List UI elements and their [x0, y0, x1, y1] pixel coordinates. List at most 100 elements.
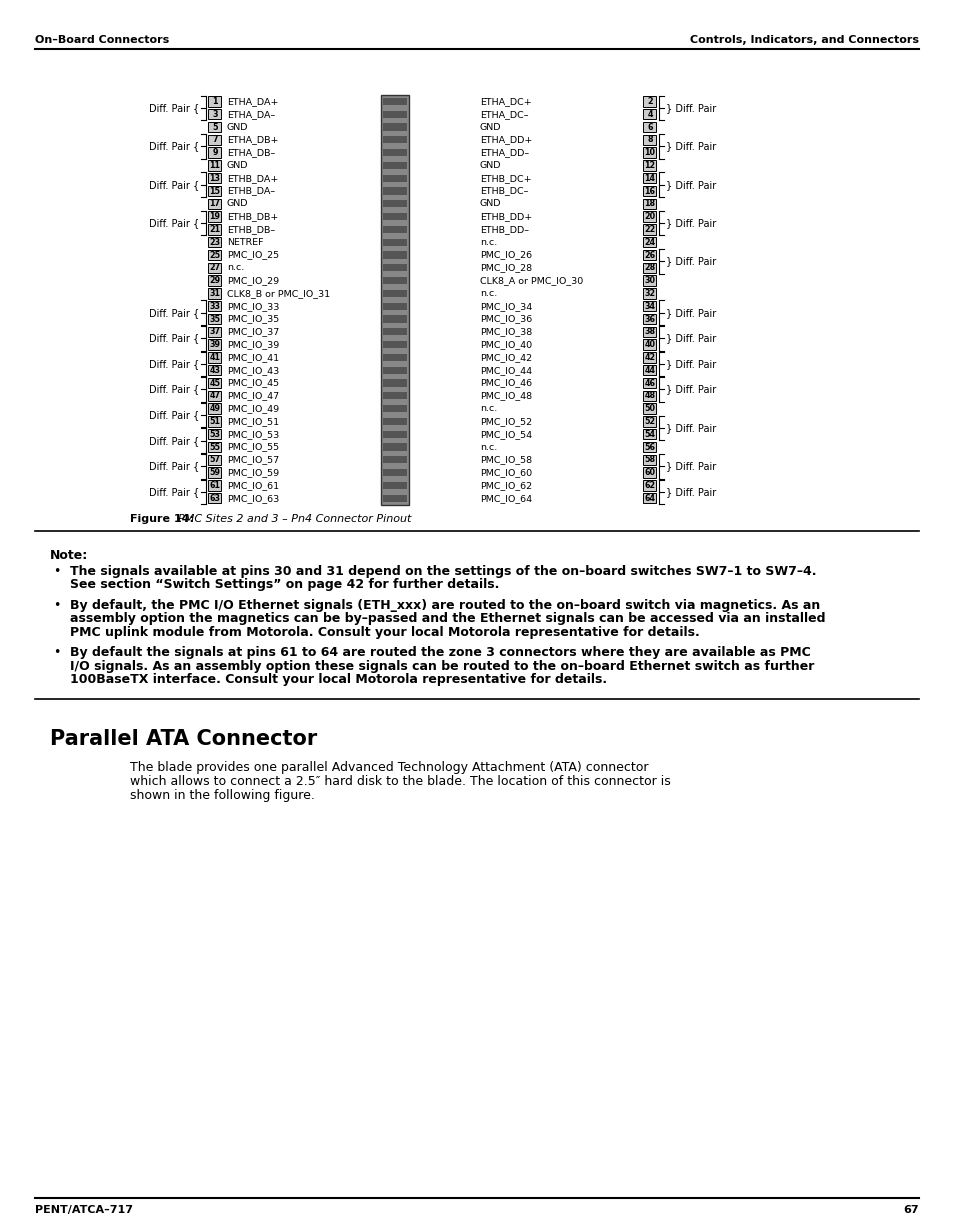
Text: 42: 42 — [644, 352, 655, 362]
Bar — [643, 262, 656, 274]
Bar — [643, 212, 656, 222]
Text: GND: GND — [227, 122, 248, 132]
Text: 100BaseTX interface. Consult your local Motorola representative for details.: 100BaseTX interface. Consult your local … — [70, 673, 606, 686]
Bar — [643, 288, 656, 298]
Text: ETHA_DC–: ETHA_DC– — [479, 110, 528, 118]
Text: ETHB_DA+: ETHB_DA+ — [227, 174, 278, 182]
Bar — [209, 96, 221, 107]
Text: PMC_IO_34: PMC_IO_34 — [479, 302, 532, 310]
Text: ETHA_DA–: ETHA_DA– — [227, 110, 275, 118]
Bar — [643, 378, 656, 388]
Bar — [209, 224, 221, 234]
Text: } Diff. Pair: } Diff. Pair — [665, 142, 716, 152]
Text: 28: 28 — [643, 264, 655, 272]
Text: 10: 10 — [644, 148, 655, 158]
Text: PMC_IO_60: PMC_IO_60 — [479, 468, 532, 477]
Text: n.c.: n.c. — [479, 288, 497, 298]
Bar — [643, 148, 656, 158]
Bar — [643, 403, 656, 414]
Bar — [209, 198, 221, 209]
Text: CLK8_B or PMC_IO_31: CLK8_B or PMC_IO_31 — [227, 288, 330, 298]
Text: } Diff. Pair: } Diff. Pair — [665, 180, 716, 190]
Bar — [209, 416, 221, 426]
Text: 5: 5 — [212, 122, 217, 132]
Text: ETHB_DC+: ETHB_DC+ — [479, 174, 531, 182]
Bar — [643, 224, 656, 234]
Bar — [382, 201, 407, 207]
Text: } Diff. Pair: } Diff. Pair — [665, 359, 716, 368]
Bar — [382, 277, 407, 285]
Text: PMC_IO_55: PMC_IO_55 — [227, 442, 279, 451]
Text: ETHA_DD+: ETHA_DD+ — [479, 136, 532, 144]
Bar — [382, 161, 407, 169]
Text: ETHB_DB+: ETHB_DB+ — [227, 212, 278, 221]
Text: Diff. Pair {: Diff. Pair { — [149, 142, 199, 152]
Text: PMC_IO_52: PMC_IO_52 — [479, 416, 532, 426]
Text: 35: 35 — [210, 314, 220, 324]
Bar — [382, 265, 407, 271]
Text: PMC_IO_46: PMC_IO_46 — [479, 378, 532, 388]
Text: shown in the following figure.: shown in the following figure. — [130, 788, 314, 802]
Bar — [643, 122, 656, 132]
Bar — [643, 301, 656, 312]
Text: } Diff. Pair: } Diff. Pair — [665, 256, 716, 266]
Bar — [209, 455, 221, 464]
Bar — [209, 467, 221, 478]
Text: 50: 50 — [644, 404, 655, 413]
Bar — [382, 290, 407, 297]
Bar — [382, 187, 407, 195]
Bar — [209, 237, 221, 248]
Text: PMC_IO_61: PMC_IO_61 — [227, 480, 279, 490]
Text: 53: 53 — [210, 430, 220, 439]
Bar — [382, 303, 407, 309]
Text: 64: 64 — [644, 494, 655, 503]
Text: The blade provides one parallel Advanced Technology Attachment (ATA) connector: The blade provides one parallel Advanced… — [130, 760, 648, 774]
Bar — [382, 123, 407, 131]
Text: } Diff. Pair: } Diff. Pair — [665, 384, 716, 394]
Bar — [382, 495, 407, 501]
Text: PMC_IO_62: PMC_IO_62 — [479, 480, 532, 490]
Bar — [382, 341, 407, 349]
Text: PMC_IO_28: PMC_IO_28 — [479, 264, 532, 272]
Text: ETHB_DD–: ETHB_DD– — [479, 225, 529, 234]
Text: n.c.: n.c. — [479, 442, 497, 451]
Text: 23: 23 — [210, 238, 220, 246]
Text: } Diff. Pair: } Diff. Pair — [665, 487, 716, 496]
Bar — [209, 442, 221, 452]
Text: 45: 45 — [210, 378, 220, 388]
Bar — [209, 391, 221, 402]
Bar — [382, 405, 407, 413]
Text: Diff. Pair {: Diff. Pair { — [149, 180, 199, 190]
Text: PMC uplink module from Motorola. Consult your local Motorola representative for : PMC uplink module from Motorola. Consult… — [70, 626, 699, 638]
Text: Diff. Pair {: Diff. Pair { — [149, 308, 199, 318]
Text: 43: 43 — [210, 366, 220, 375]
Text: PMC_IO_25: PMC_IO_25 — [227, 250, 279, 260]
Bar — [382, 482, 407, 489]
Bar — [209, 212, 221, 222]
Text: PMC_IO_40: PMC_IO_40 — [479, 340, 532, 349]
Text: PMC_IO_45: PMC_IO_45 — [227, 378, 279, 388]
Text: 34: 34 — [644, 302, 655, 310]
Text: 29: 29 — [210, 276, 220, 285]
Bar — [209, 250, 221, 260]
Bar — [382, 149, 407, 156]
Text: Diff. Pair {: Diff. Pair { — [149, 218, 199, 228]
Text: Diff. Pair {: Diff. Pair { — [149, 102, 199, 113]
Bar — [209, 301, 221, 312]
Text: Diff. Pair {: Diff. Pair { — [149, 384, 199, 394]
Bar — [209, 172, 221, 184]
Text: 39: 39 — [210, 340, 220, 349]
Bar — [643, 467, 656, 478]
Text: Diff. Pair {: Diff. Pair { — [149, 333, 199, 344]
Text: 38: 38 — [644, 328, 655, 336]
Bar — [382, 418, 407, 425]
Text: 63: 63 — [210, 494, 220, 503]
Text: n.c.: n.c. — [479, 238, 497, 246]
Text: 51: 51 — [210, 416, 220, 426]
Bar — [382, 213, 407, 221]
Text: 59: 59 — [210, 468, 220, 477]
Bar — [382, 97, 407, 105]
Text: PMC_IO_39: PMC_IO_39 — [227, 340, 279, 349]
Text: PMC_IO_35: PMC_IO_35 — [227, 314, 279, 324]
Text: PMC_IO_42: PMC_IO_42 — [479, 352, 532, 362]
